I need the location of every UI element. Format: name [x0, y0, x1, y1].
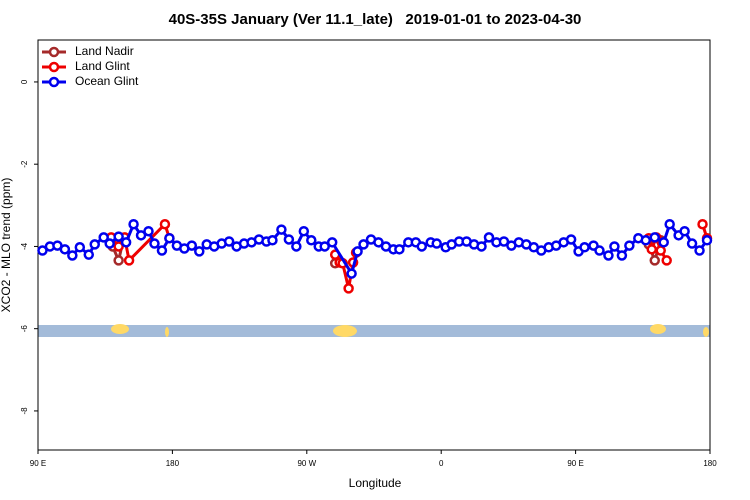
point — [373, 237, 384, 248]
y-tick-label: -6 — [20, 325, 29, 333]
point — [701, 235, 713, 246]
point — [358, 239, 369, 250]
point — [194, 246, 205, 257]
point — [164, 232, 175, 244]
point — [694, 245, 705, 256]
legend-marker — [48, 61, 60, 73]
legend-label: Ocean Glint — [75, 74, 139, 88]
y-tick-label: -4 — [20, 242, 29, 250]
point — [646, 244, 658, 255]
point — [565, 234, 577, 245]
x-tick-label: 90 W — [297, 459, 316, 468]
point — [98, 232, 109, 243]
point — [143, 225, 154, 237]
y-tick-label: 0 — [20, 79, 29, 84]
point — [123, 255, 135, 266]
point — [649, 255, 660, 266]
point — [394, 244, 405, 255]
x-tick-label: 180 — [703, 459, 717, 468]
point — [306, 235, 317, 246]
point — [649, 232, 660, 243]
point — [352, 246, 363, 257]
point — [686, 238, 698, 249]
point — [291, 241, 302, 252]
plot-frame — [37, 39, 711, 451]
point — [697, 218, 708, 230]
point — [83, 249, 95, 260]
point — [655, 245, 666, 256]
point — [135, 230, 147, 241]
x-tick-label: 90 E — [567, 459, 583, 468]
point — [640, 235, 652, 246]
point — [498, 236, 510, 247]
point — [319, 241, 330, 252]
x-axis-label: Longitude — [349, 476, 402, 490]
point — [624, 240, 635, 251]
point — [298, 225, 310, 237]
point — [276, 224, 287, 235]
point — [149, 238, 160, 249]
chart-title: 40S-35S January (Ver 11.1_late) 2019-01-… — [169, 11, 582, 28]
point — [74, 242, 86, 253]
series-line — [110, 221, 709, 289]
x-tick-label: 180 — [166, 459, 180, 468]
land-band — [38, 325, 710, 337]
point — [113, 231, 124, 242]
point — [616, 250, 628, 261]
point — [679, 225, 690, 237]
point — [346, 268, 357, 279]
point — [89, 239, 100, 250]
legend-marker — [48, 46, 60, 58]
point — [594, 245, 605, 256]
y-tick-label: -8 — [20, 407, 29, 415]
y-axis-label: XCO2 - MLO trend (ppm) — [0, 178, 13, 313]
legend-label: Land Nadir — [75, 44, 134, 58]
point — [476, 241, 487, 252]
point — [661, 255, 672, 266]
legend-marker — [48, 76, 60, 88]
legend-label: Land Glint — [75, 59, 130, 73]
y-tick-label: -2 — [20, 160, 29, 168]
point — [120, 237, 132, 248]
point — [326, 237, 338, 248]
point — [37, 245, 48, 256]
point — [343, 283, 354, 294]
land-shapes — [111, 324, 709, 337]
point — [431, 238, 442, 249]
point — [186, 240, 198, 251]
point — [59, 244, 71, 255]
point — [223, 236, 235, 247]
point — [113, 241, 124, 252]
x-tick-label: 90 E — [30, 459, 46, 468]
point — [104, 238, 115, 249]
point — [156, 245, 168, 256]
point — [283, 234, 295, 245]
point — [483, 232, 495, 243]
point — [267, 235, 278, 246]
point — [664, 218, 675, 230]
point — [416, 241, 428, 252]
point — [67, 250, 78, 261]
point — [128, 218, 139, 230]
point — [159, 218, 171, 230]
point — [579, 242, 590, 253]
point — [603, 250, 614, 261]
x-tick-label: 0 — [439, 459, 444, 468]
point — [113, 255, 124, 266]
point — [658, 237, 669, 248]
point — [609, 241, 620, 252]
